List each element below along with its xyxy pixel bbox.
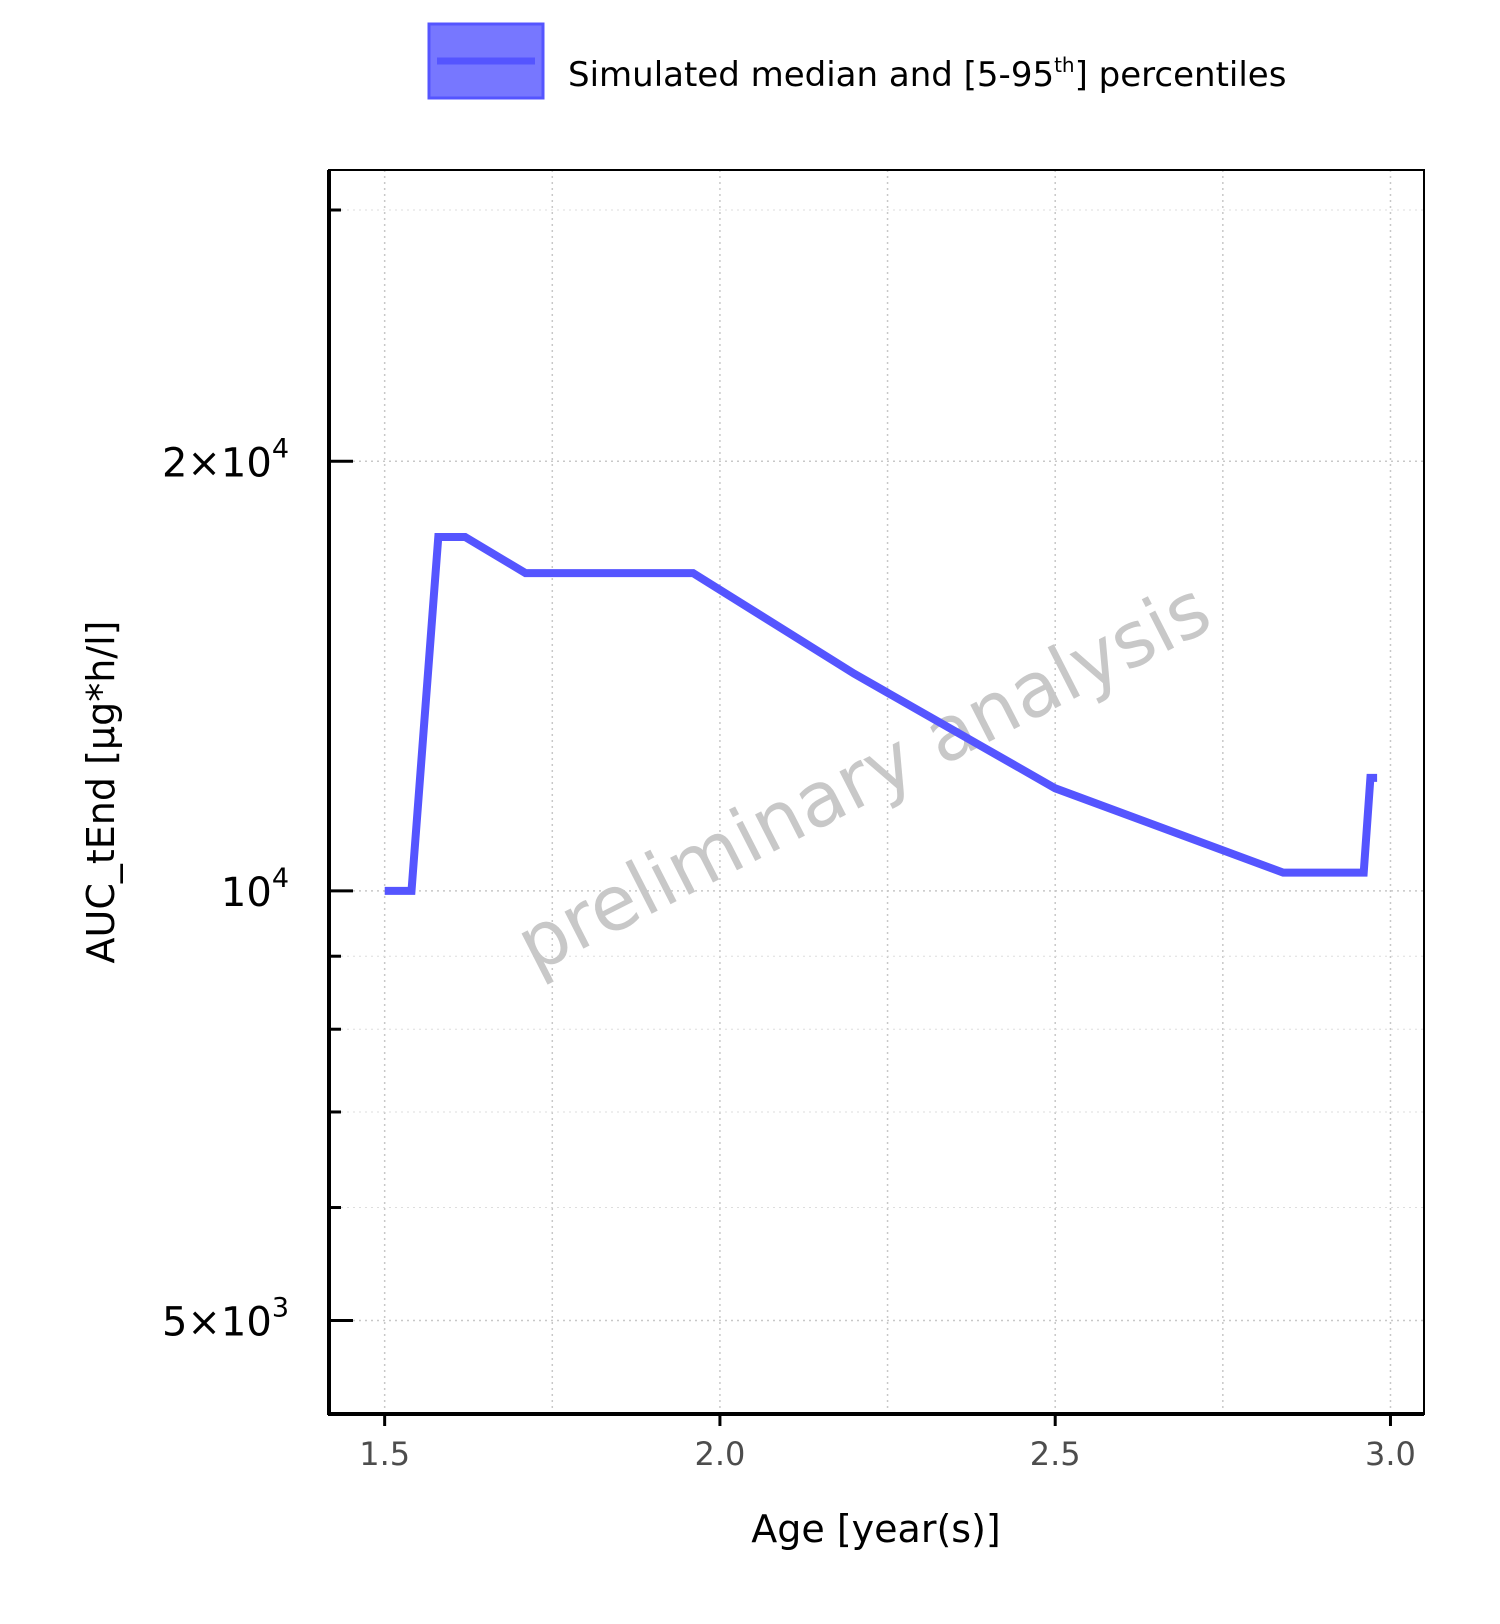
legend-label-end: ] percentiles (1075, 55, 1287, 95)
x-tick-label: 2.0 (694, 1435, 745, 1473)
y-tick-label: 104 (221, 863, 289, 916)
x-tick-label: 1.5 (359, 1435, 410, 1473)
series-layer (384, 533, 1378, 895)
y-tick-label-base: 5×10 (162, 1300, 272, 1346)
y-tick-label: 2×104 (162, 433, 289, 486)
gridlines (329, 170, 1424, 1414)
x-tick-label: 2.5 (1030, 1435, 1081, 1473)
y-tick-label-base: 2×10 (162, 440, 272, 486)
y-tick-label-exponent: 4 (272, 433, 289, 464)
y-tick-label-base: 10 (221, 870, 272, 916)
series-line-1 (384, 533, 1378, 895)
y-axis-label: AUC_tEnd [µg*h/l] (79, 621, 123, 964)
x-tick-label: 3.0 (1365, 1435, 1416, 1473)
legend-label: Simulated median and [5-95th] percentile… (568, 53, 1286, 95)
y-tick-label-exponent: 4 (272, 863, 289, 894)
legend: Simulated median and [5-95th] percentile… (427, 22, 1286, 100)
y-tick-label-exponent: 3 (272, 1293, 289, 1324)
x-axis-label: Age [year(s)] (751, 1507, 1000, 1551)
legend-label-sup: th (1054, 53, 1075, 77)
x-ticks: 1.5 2.0 2.5 3.0 (359, 1414, 1416, 1473)
watermark: preliminary analysis (502, 563, 1224, 990)
y-tick-label: 5×103 (162, 1293, 289, 1346)
legend-label-main: Simulated median and [5-95 (568, 55, 1054, 95)
